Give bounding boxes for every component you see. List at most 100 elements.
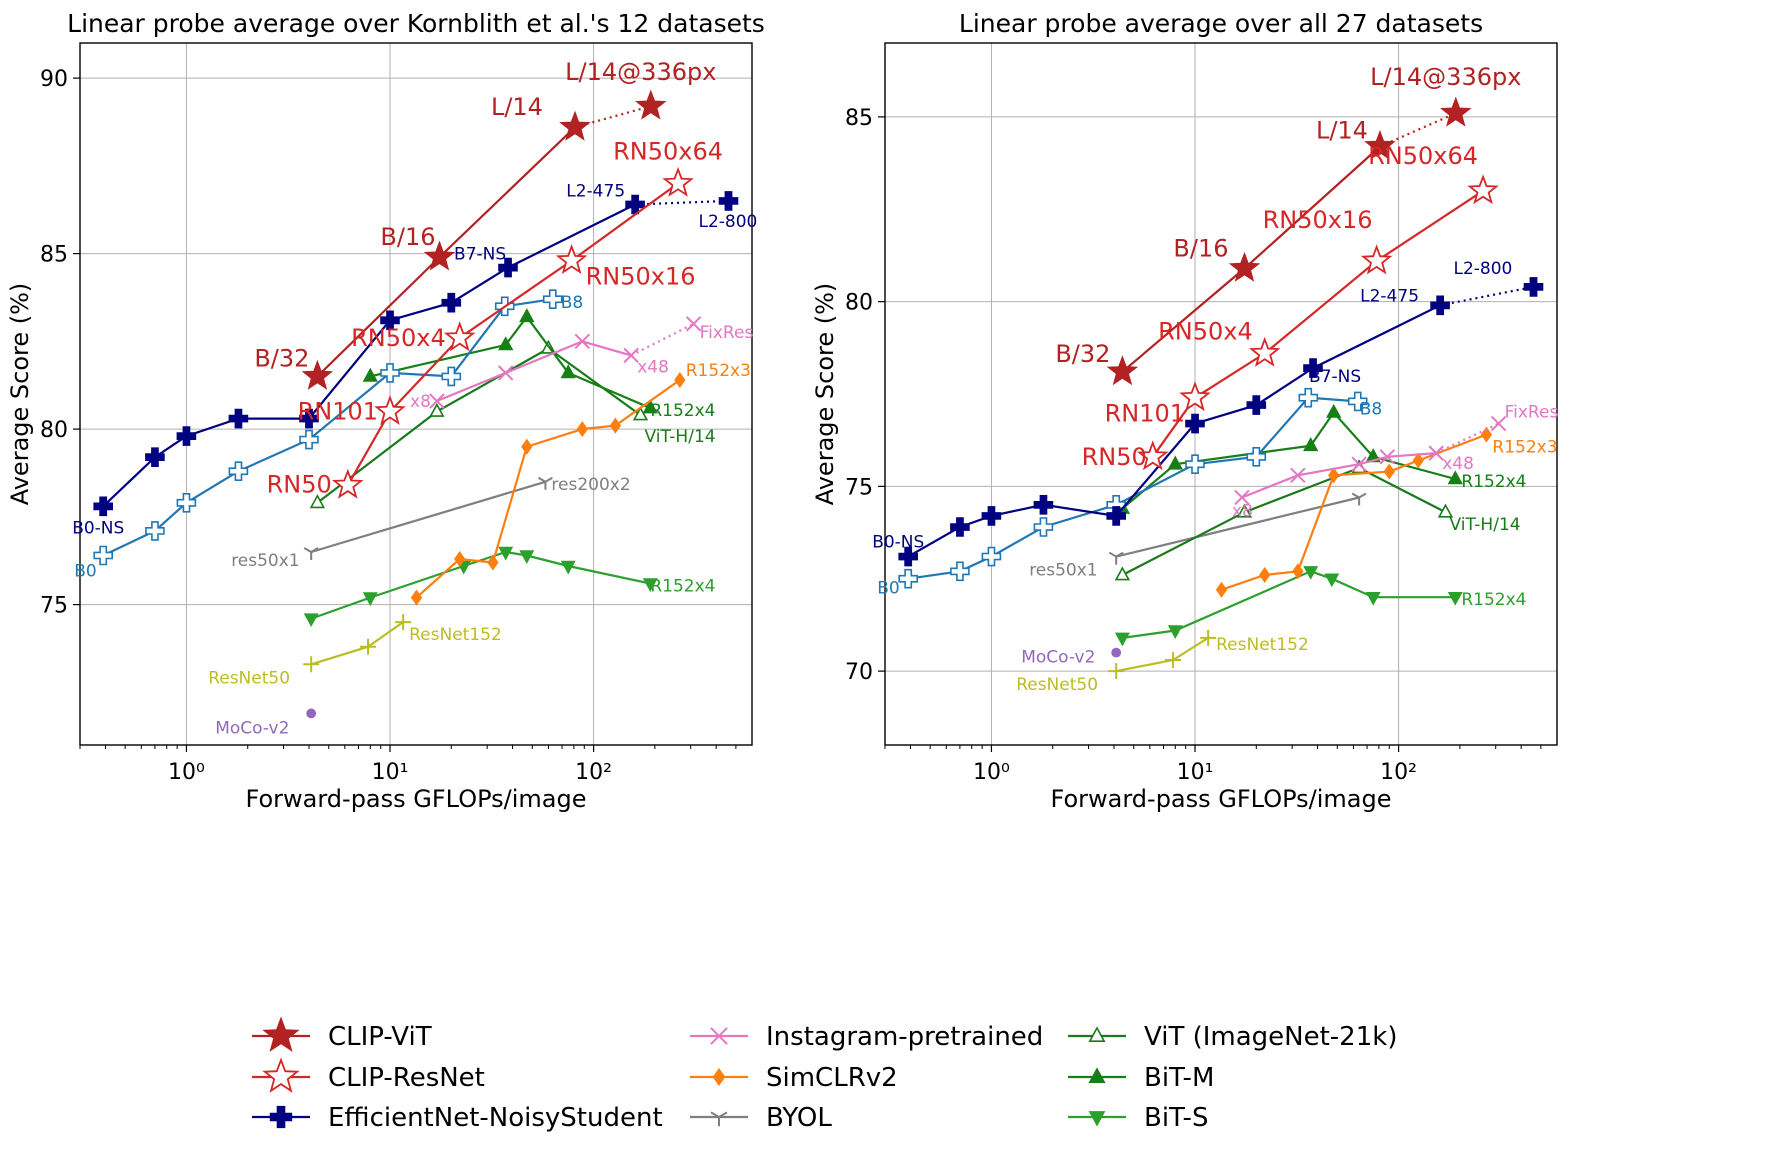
point-label-b0-ns: B0-NS bbox=[72, 518, 124, 538]
point-efficientnet-imagenet bbox=[542, 289, 563, 310]
y-tick-label: 75 bbox=[40, 594, 68, 619]
point-efficientnet-imagenet bbox=[299, 429, 319, 450]
legend-marker-vit-imagenet-21k bbox=[1088, 1026, 1106, 1042]
point-label-rn50x16: RN50x16 bbox=[586, 263, 696, 291]
point-label-x8: x8 bbox=[410, 392, 431, 412]
point-efficientnet-noisystudent-l2-800 bbox=[718, 191, 739, 211]
point-clip-resnet bbox=[331, 468, 364, 499]
series-instagram-pretrained-fixres bbox=[630, 316, 702, 357]
point-bit-s bbox=[1324, 573, 1340, 588]
point-clip-resnet bbox=[555, 244, 588, 274]
point-efficientnet-noisystudent bbox=[1185, 413, 1205, 434]
point-efficientnet-noisystudent-l2-800 bbox=[1523, 277, 1544, 297]
legend-item-bit-m: BiT-M bbox=[1068, 1063, 1214, 1093]
point-byol bbox=[1351, 492, 1367, 506]
point-clip-vit bbox=[423, 240, 456, 271]
legend-item-efficientnet-noisystudent: EfficientNet-NoisyStudent bbox=[252, 1103, 663, 1133]
point-efficientnet-imagenet bbox=[1298, 387, 1319, 408]
point-simclrv2 bbox=[410, 589, 423, 606]
point-label-moco-v2: MoCo-v2 bbox=[215, 718, 289, 738]
series-clip-resnet bbox=[331, 166, 694, 499]
point-efficientnet-imagenet bbox=[441, 366, 462, 387]
point-clip-resnet bbox=[443, 321, 476, 352]
point-label-b-16: B/16 bbox=[1173, 234, 1228, 262]
point-simclrv2 bbox=[674, 371, 686, 389]
point-label-b0: B0 bbox=[877, 579, 899, 599]
point-label-res50x1: res50x1 bbox=[231, 551, 299, 571]
point-instagram-pretrained bbox=[429, 393, 445, 409]
point-label-l2-800: L2-800 bbox=[699, 212, 758, 232]
point-bit-m bbox=[1167, 455, 1183, 470]
legend-item-vit-imagenet-21k: ViT (ImageNet-21k) bbox=[1068, 1022, 1397, 1052]
legend-label: CLIP-ResNet bbox=[328, 1063, 485, 1093]
series-clip-vit-l-14-336px bbox=[1379, 96, 1472, 148]
point-label-l-14-336px: L/14@336px bbox=[565, 58, 716, 86]
point-label-moco-v2: MoCo-v2 bbox=[1021, 648, 1095, 668]
point-vit-imagenet-21k bbox=[1437, 503, 1454, 518]
point-resnet-imagenet bbox=[1108, 663, 1125, 680]
legend-marker-efficientnet-noisystudent bbox=[269, 1105, 293, 1129]
point-label-r152x4: R152x4 bbox=[650, 401, 715, 421]
point-efficientnet-imagenet bbox=[950, 561, 970, 582]
series-instagram-pretrained-fixres bbox=[1435, 415, 1507, 455]
series-bit-s bbox=[303, 546, 658, 628]
x-tick-label: 10² bbox=[575, 760, 612, 785]
point-simclrv2 bbox=[454, 550, 466, 568]
x-tick-label: 10¹ bbox=[372, 760, 409, 785]
point-efficientnet-noisystudent bbox=[299, 408, 319, 429]
point-bit-s bbox=[362, 592, 378, 607]
chart-title: Linear probe average over all 27 dataset… bbox=[959, 9, 1483, 38]
series-moco-v2 bbox=[1111, 647, 1122, 658]
point-label-res50x1: res50x1 bbox=[1029, 561, 1097, 581]
point-efficientnet-imagenet bbox=[145, 521, 165, 541]
point-instagram-pretrained bbox=[1428, 445, 1444, 461]
point-efficientnet-imagenet bbox=[176, 492, 197, 513]
point-bit-s bbox=[560, 560, 576, 575]
point-label-l2-800: L2-800 bbox=[1454, 259, 1513, 279]
point-simclrv2 bbox=[576, 421, 588, 438]
series-line-byol bbox=[310, 480, 546, 554]
point-moco-v2 bbox=[1111, 647, 1122, 658]
point-bit-m bbox=[362, 367, 378, 382]
legend-label: CLIP-ViT bbox=[328, 1022, 432, 1052]
chart-title: Linear probe average over Kornblith et a… bbox=[67, 9, 765, 38]
point-vit-imagenet-21k bbox=[1114, 566, 1131, 581]
point-simclrv2 bbox=[1259, 566, 1271, 584]
point-instagram-pretrained-fixres bbox=[685, 316, 702, 332]
point-label-r152x3: R152x3 bbox=[686, 361, 751, 381]
point-label-b8: B8 bbox=[1360, 399, 1382, 419]
series-byol bbox=[303, 476, 553, 560]
point-efficientnet-noisystudent bbox=[498, 257, 518, 278]
series-resnet-imagenet bbox=[303, 614, 412, 673]
series-line-clip-vit-l-14-336px bbox=[1379, 112, 1457, 148]
point-efficientnet-noisystudent bbox=[1246, 395, 1267, 415]
point-bit-s bbox=[642, 578, 658, 592]
legend-item-instagram-pretrained: Instagram-pretrained bbox=[690, 1022, 1043, 1052]
point-bit-m bbox=[1303, 437, 1319, 452]
point-moco-v2 bbox=[306, 708, 317, 719]
point-efficientnet-noisystudent bbox=[176, 426, 197, 446]
y-tick-label: 90 bbox=[40, 67, 68, 92]
point-label-res200x2: res200x2 bbox=[551, 475, 630, 495]
legend-item-clip-vit: CLIP-ViT bbox=[252, 1016, 432, 1052]
point-clip-vit bbox=[559, 110, 591, 141]
series-line-clip-vit-l-14-336px bbox=[574, 105, 652, 129]
point-label-l-14-336px: L/14@336px bbox=[1370, 63, 1521, 91]
point-vit-imagenet-21k bbox=[632, 406, 649, 421]
point-bit-s bbox=[498, 546, 514, 561]
series-line-efficientnet-imagenet bbox=[102, 298, 553, 557]
point-clip-resnet bbox=[1248, 336, 1281, 367]
series-line-resnet-imagenet bbox=[310, 621, 404, 666]
plot-frame bbox=[79, 42, 753, 746]
point-bit-s bbox=[1303, 566, 1319, 580]
point-label-l2-475: L2-475 bbox=[566, 181, 625, 201]
point-byol bbox=[1108, 551, 1124, 565]
point-label-b-32: B/32 bbox=[1055, 340, 1110, 368]
series-bit-m bbox=[362, 308, 658, 414]
point-label-x8: x8 bbox=[1232, 501, 1253, 521]
point-label-b8: B8 bbox=[561, 293, 583, 313]
point-bit-s bbox=[1114, 632, 1130, 647]
point-label-r152x4: R152x4 bbox=[1461, 472, 1526, 492]
x-axis-label: Forward-pass GFLOPs/image bbox=[1051, 785, 1392, 813]
